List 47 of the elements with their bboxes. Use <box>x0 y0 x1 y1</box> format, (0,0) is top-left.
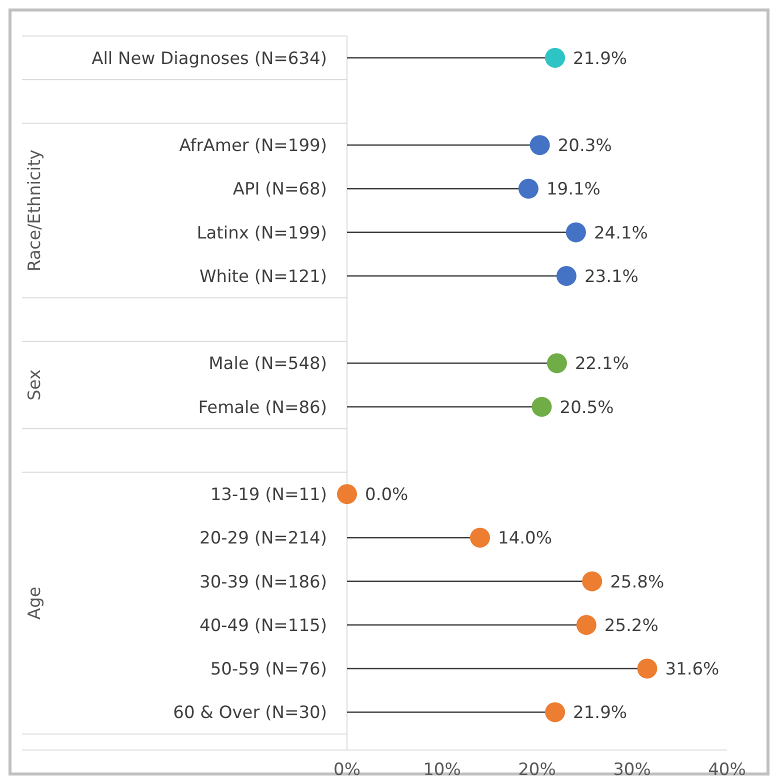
data-label: 21.9% <box>573 48 628 69</box>
data-label: 24.1% <box>594 223 648 244</box>
y-tick-label: AfrAmer (N=199) <box>179 136 327 156</box>
data-label: 20.5% <box>560 398 614 418</box>
point <box>337 484 357 504</box>
data-label: 21.9% <box>573 703 628 724</box>
y-tick-label: 40-49 (N=115) <box>200 616 327 636</box>
y-tick-label: 50-59 (N=76) <box>210 660 327 680</box>
data-label: 25.2% <box>604 616 658 636</box>
point <box>470 528 490 548</box>
point <box>530 135 550 156</box>
text: Sex <box>25 369 45 401</box>
point <box>518 178 538 199</box>
point <box>546 353 567 374</box>
data-label: 19.1% <box>546 180 600 200</box>
data-label: 0.0% <box>365 485 408 506</box>
y-tick-label: White (N=121) <box>199 266 327 287</box>
point <box>532 396 552 417</box>
text: Age <box>25 586 45 620</box>
y-tick-label: API (N=68) <box>232 180 327 200</box>
point <box>545 702 566 722</box>
data-label: 31.6% <box>665 660 720 680</box>
x-tick-label: 20% <box>518 760 556 780</box>
x-tick-label: 40% <box>708 760 746 780</box>
point <box>637 658 658 679</box>
data-label: 20.3% <box>558 136 612 156</box>
y-tick-label: 30-39 (N=186) <box>200 572 327 592</box>
point <box>576 614 596 635</box>
data-label: 14.0% <box>498 528 552 549</box>
data-label: 25.8% <box>610 572 664 592</box>
data-label: 22.1% <box>574 354 629 374</box>
y-tick-label: Male (N=548) <box>208 354 327 374</box>
y-tick-label: 60 & Over (N=30) <box>173 703 327 724</box>
y-tick-label: All New Diagnoses (N=634) <box>92 48 327 69</box>
x-tick-label: 30% <box>613 760 651 780</box>
text: Race/Ethnicity <box>25 150 45 272</box>
x-tick-label: 0% <box>334 760 360 780</box>
y-tick-label: 20-29 (N=214) <box>200 528 327 549</box>
point <box>545 48 566 68</box>
y-tick-label: Latinx (N=199) <box>196 223 327 244</box>
point <box>566 222 586 242</box>
data-label: 23.1% <box>584 266 638 287</box>
point <box>556 266 576 286</box>
y-tick-label: 13-19 (N=11) <box>210 485 327 506</box>
y-tick-label: Female (N=86) <box>198 398 327 418</box>
point <box>582 571 602 592</box>
x-tick-label: 10% <box>423 760 461 780</box>
